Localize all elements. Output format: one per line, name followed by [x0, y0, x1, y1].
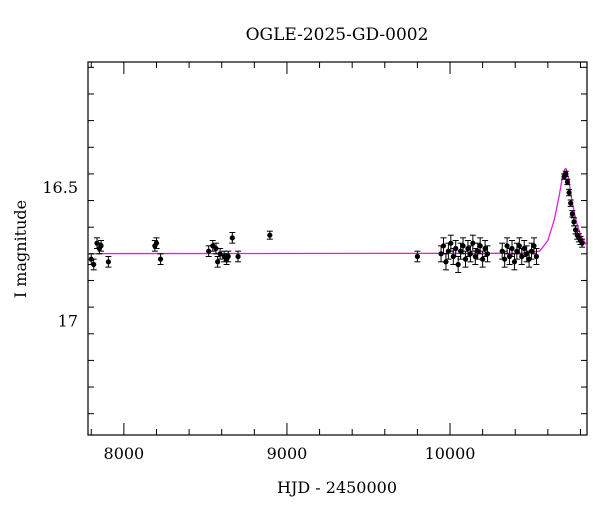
data-point: [516, 243, 522, 249]
data-point: [569, 211, 575, 217]
data-point: [524, 251, 530, 257]
data-point: [480, 256, 486, 262]
data-point: [467, 251, 474, 257]
data-point: [215, 259, 221, 265]
data-point: [482, 245, 488, 252]
x-axis-label: HJD - 2450000: [277, 478, 397, 497]
data-point: [217, 251, 223, 257]
data-point: [528, 248, 535, 254]
data-point: [470, 240, 476, 246]
data-point: [235, 253, 241, 260]
data-point: [153, 240, 160, 246]
data-point: [521, 245, 527, 252]
data-point: [440, 243, 447, 249]
data-point: [443, 259, 449, 265]
data-point: [229, 235, 235, 241]
data-point: [533, 253, 540, 260]
data-point: [514, 248, 520, 254]
data-point: [225, 253, 231, 260]
data-point: [531, 243, 537, 249]
data-point: [564, 179, 571, 185]
data-point: [566, 189, 572, 196]
data-point: [98, 243, 104, 249]
data-point: [157, 256, 164, 262]
y-axis-label: I magnitude: [11, 200, 30, 298]
data-point: [484, 251, 491, 257]
data-point: [477, 243, 483, 249]
data-point: [453, 245, 459, 252]
y-tick-label: 17: [58, 311, 78, 330]
plot-area: 8000 9000 10000 16.5 17: [42, 61, 588, 463]
data-point: [579, 240, 585, 246]
data-point: [568, 200, 574, 206]
data-point: [414, 253, 421, 260]
data-point: [465, 245, 471, 252]
data-point: [504, 243, 510, 249]
data-point: [502, 256, 508, 262]
y-tick-label: 16.5: [42, 178, 78, 197]
x-tick-label: 10000: [425, 444, 476, 463]
data-point: [563, 171, 569, 177]
data-point: [475, 248, 481, 254]
data-point: [267, 232, 273, 238]
data-point: [91, 261, 97, 268]
data-point: [460, 243, 466, 249]
plot-frame: [87, 61, 588, 436]
data-point: [455, 261, 461, 268]
x-tick-label: 8000: [104, 444, 145, 463]
data-point: [472, 253, 478, 260]
data-point: [458, 248, 464, 254]
data-point: [206, 248, 212, 254]
data-point: [213, 245, 219, 252]
data-point: [462, 256, 469, 262]
x-tick-label: 9000: [267, 444, 308, 463]
data-point: [509, 245, 515, 252]
data-point: [105, 259, 111, 265]
data-point: [571, 219, 577, 225]
data-point: [511, 259, 518, 265]
chart-title: OGLE-2025-GD-0002: [246, 25, 429, 45]
data-point: [448, 240, 454, 246]
